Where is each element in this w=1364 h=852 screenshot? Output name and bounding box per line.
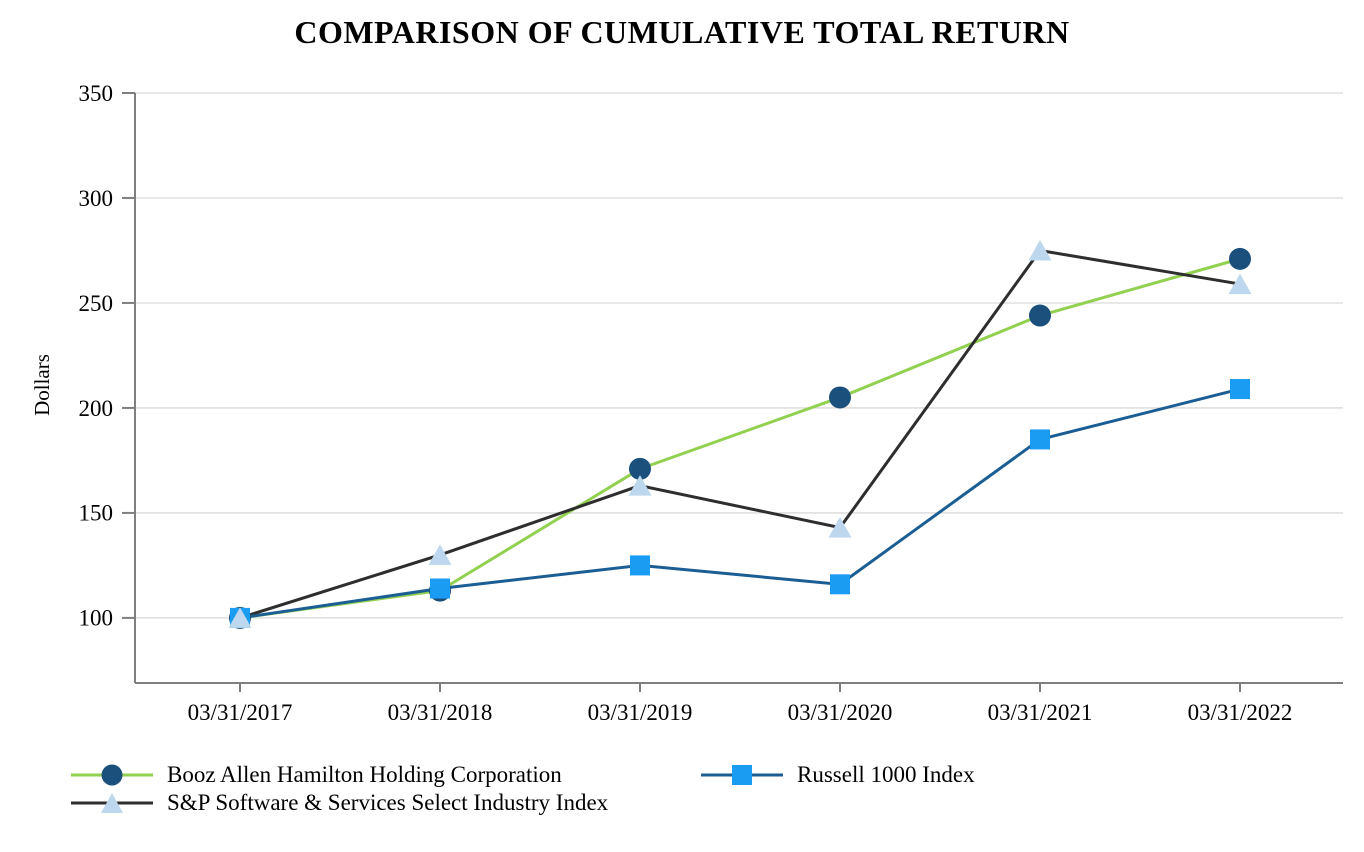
y-tick-label: 100 <box>79 606 114 631</box>
series-markers-1 <box>230 379 1250 628</box>
series-line-0 <box>239 257 1241 620</box>
chart-title: COMPARISON OF CUMULATIVE TOTAL RETURN <box>294 14 1070 50</box>
y-tick-label: 300 <box>79 186 114 211</box>
y-tick-label: 150 <box>79 501 114 526</box>
series-line-1 <box>239 387 1241 620</box>
x-tick-label: 03/31/2020 <box>788 700 893 725</box>
y-tick-label: 200 <box>79 396 114 421</box>
y-axis-ticks: 100 150 200 250 300 350 <box>79 81 135 631</box>
series-line-2 <box>239 248 1241 620</box>
x-tick-label: 03/31/2022 <box>1188 700 1293 725</box>
legend-label-russell-1000: Russell 1000 Index <box>797 762 975 787</box>
legend-item-russell-1000: Russell 1000 Index <box>700 762 975 788</box>
x-tick-label: 03/31/2018 <box>388 700 493 725</box>
x-tick-label: 03/31/2019 <box>588 700 693 725</box>
booz-allen-circle-marker-icon <box>71 764 153 786</box>
axes <box>134 93 1343 684</box>
legend-label-sp-software: S&P Software & Services Select Industry … <box>167 790 609 815</box>
russell-square-marker-icon <box>701 765 783 785</box>
legend-item-sp-software: S&P Software & Services Select Industry … <box>70 790 608 816</box>
y-tick-label: 350 <box>79 81 114 106</box>
legend-label-booz-allen: Booz Allen Hamilton Holding Corporation <box>167 762 562 787</box>
x-tick-label: 03/31/2021 <box>988 700 1093 725</box>
chart-legend: Booz Allen Hamilton Holding Corporation … <box>0 756 1364 826</box>
sp-triangle-marker-icon <box>71 793 153 813</box>
y-tick-label: 250 <box>79 291 114 316</box>
legend-item-booz-allen: Booz Allen Hamilton Holding Corporation <box>70 762 562 788</box>
x-axis-ticks: 03/31/2017 03/31/2018 03/31/2019 03/31/2020… <box>188 683 1293 725</box>
series-markers-2 <box>228 239 1252 628</box>
x-tick-label: 03/31/2017 <box>188 700 293 725</box>
y-gridlines <box>135 92 1343 619</box>
